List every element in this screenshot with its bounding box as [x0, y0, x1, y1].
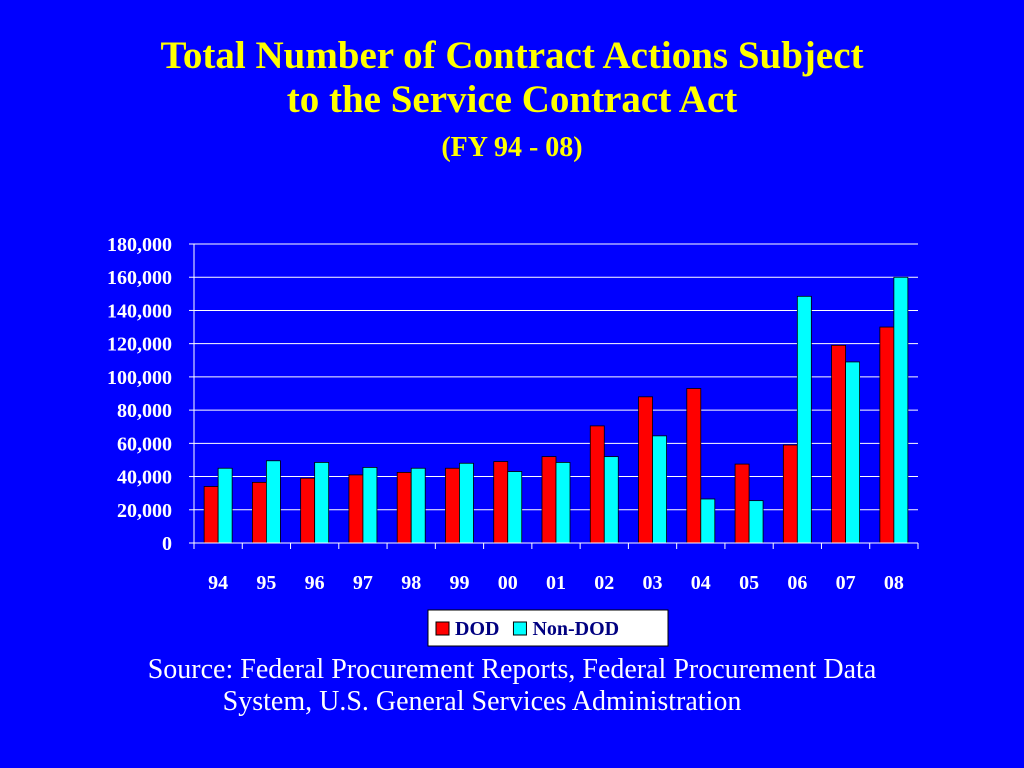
bar-non-dod-02: [603, 456, 619, 544]
chart-title: Total Number of Contract Actions Subject…: [0, 34, 1024, 166]
axes: [189, 243, 919, 549]
bar-dod-04: [686, 388, 702, 544]
y-tick-label: 120,000: [107, 334, 172, 356]
source-note: Source: Federal Procurement Reports, Fed…: [0, 654, 1024, 718]
bar-non-dod-97: [362, 467, 378, 544]
y-tick-label: 80,000: [117, 400, 172, 422]
bar-non-dod-98: [410, 467, 426, 544]
title-line-3: (FY 94 - 08): [441, 132, 583, 163]
bar-dod-05: [734, 463, 750, 544]
bar-non-dod-07: [845, 361, 860, 544]
x-tick-label: 04: [691, 572, 711, 594]
y-tick-label: 100,000: [107, 367, 172, 389]
bar-dod-95: [251, 481, 267, 544]
bar-non-dod-06: [796, 295, 812, 544]
bar-dod-06: [782, 444, 798, 544]
y-tick-label: 180,000: [107, 234, 172, 256]
y-tick-labels: 0 20,000 40,000 60,000 80,000 100,000 120,000 1…: [107, 234, 172, 555]
y-tick-label: 60,000: [117, 433, 172, 455]
bar-dod-97: [348, 474, 364, 544]
x-tick-label: 99: [449, 572, 469, 594]
x-tick-label: 08: [884, 572, 904, 594]
legend-box: [427, 609, 669, 647]
title-line-1: Total Number of Contract Actions Subject: [160, 34, 864, 77]
bar-non-dod-04: [700, 498, 716, 544]
x-tick-label: 06: [787, 572, 807, 594]
legend-label-non-dod: Non-DOD: [532, 618, 619, 640]
legend-swatch-non-dod: [512, 621, 527, 636]
bar-non-dod-94: [217, 467, 233, 544]
x-tick-label: 00: [498, 572, 518, 594]
source-line-1: Source: Federal Procurement Reports, Fed…: [147, 654, 877, 685]
x-tick-label: 94: [208, 572, 228, 594]
x-tick-label: 07: [836, 572, 856, 594]
bar-dod-00: [493, 461, 509, 544]
x-tick-label: 02: [594, 572, 614, 594]
y-tick-label: 20,000: [117, 500, 172, 522]
bar-dod-07: [831, 344, 846, 544]
bar-non-dod-95: [265, 460, 281, 544]
x-tick-label: 03: [643, 572, 663, 594]
title-line-2: to the Service Contract Act: [286, 78, 738, 121]
y-tick-label: 0: [162, 533, 172, 555]
y-tick-label: 40,000: [117, 467, 172, 489]
bars: [203, 276, 909, 544]
bar-non-dod-08: [893, 276, 909, 544]
x-tick-label: 97: [353, 572, 373, 594]
x-tick-label: 98: [401, 572, 421, 594]
bar-dod-02: [589, 425, 605, 544]
bar-chart: 0 20,000 40,000 60,000 80,000 100,000 120,000 1…: [107, 234, 919, 647]
bar-non-dod-99: [459, 462, 474, 544]
bar-dod-01: [541, 456, 557, 544]
legend: DOD Non-DOD: [427, 609, 669, 647]
bar-dod-96: [300, 477, 316, 544]
legend-label-dod: DOD: [455, 618, 499, 640]
bar-non-dod-03: [652, 435, 667, 544]
bar-dod-98: [396, 472, 412, 544]
y-tick-label: 160,000: [107, 267, 172, 289]
x-tick-label: 95: [256, 572, 276, 594]
bar-non-dod-01: [555, 462, 571, 544]
x-tick-label: 01: [546, 572, 566, 594]
bar-dod-08: [879, 326, 895, 544]
bar-non-dod-05: [748, 500, 764, 544]
x-tick-label: 96: [305, 572, 325, 594]
bar-dod-99: [445, 467, 460, 544]
source-line-2: System, U.S. General Services Administra…: [222, 686, 742, 717]
bar-dod-94: [203, 486, 219, 544]
legend-swatch-dod: [435, 621, 450, 636]
y-tick-label: 140,000: [107, 300, 172, 322]
bar-non-dod-00: [507, 471, 523, 544]
x-tick-labels: 94 95 96 97 98 99 00 01 02 03 04 05 06 07 08: [208, 572, 904, 594]
x-tick-label: 05: [739, 572, 759, 594]
bar-dod-03: [638, 396, 653, 544]
bar-non-dod-96: [314, 462, 330, 544]
